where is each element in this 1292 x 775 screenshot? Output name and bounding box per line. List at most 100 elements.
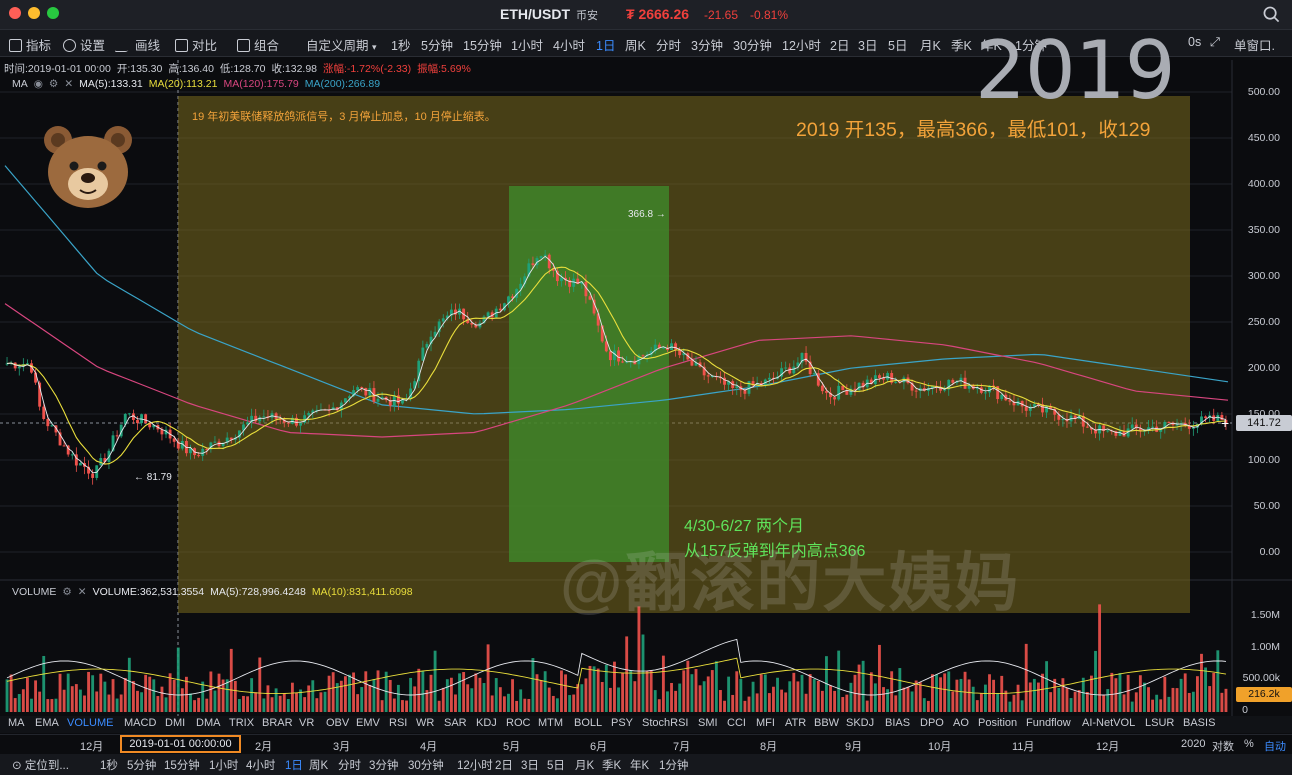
close-icon[interactable]: ✕ <box>77 586 87 598</box>
period-11[interactable]: 2日 <box>830 39 850 53</box>
bottom-period[interactable]: 12小时 <box>457 760 493 772</box>
period-9[interactable]: 30分钟 <box>733 39 772 53</box>
indicator-tab[interactable]: BIAS <box>885 717 911 729</box>
indicator-tab[interactable]: EMA <box>35 717 59 729</box>
indicator-tab[interactable]: TRIX <box>229 717 255 729</box>
period-3[interactable]: 1小时 <box>511 39 543 53</box>
minimize-window-button[interactable] <box>28 7 40 19</box>
indicator-tab[interactable]: MA <box>8 717 25 729</box>
bottom-period[interactable]: 月K <box>575 760 595 772</box>
axis-mode-button[interactable]: 自动 <box>1264 741 1286 753</box>
bottom-period[interactable]: 周K <box>309 760 329 772</box>
period-14[interactable]: 月K <box>920 39 941 53</box>
indicator-tab[interactable]: OBV <box>326 717 350 729</box>
combine-button[interactable]: 组合 <box>237 35 279 54</box>
close-window-button[interactable] <box>9 7 21 19</box>
period-4[interactable]: 4小时 <box>553 39 585 53</box>
indicator-tab[interactable]: PSY <box>611 717 634 729</box>
indicator-tab[interactable]: BRAR <box>262 717 293 729</box>
volume-legend-title[interactable]: VOLUME <box>12 586 57 598</box>
bottom-period[interactable]: 年K <box>630 760 650 772</box>
period-17[interactable]: 1分钟 <box>1015 39 1047 53</box>
bottom-period[interactable]: 1日 <box>285 760 303 772</box>
indicator-tab[interactable]: MTM <box>538 717 564 729</box>
candle-body <box>115 435 119 437</box>
indicator-tab[interactable]: BASIS <box>1183 717 1216 729</box>
indicator-tab[interactable]: KDJ <box>476 717 497 729</box>
indicator-tab[interactable]: CCI <box>727 717 746 729</box>
period-1[interactable]: 5分钟 <box>421 39 453 53</box>
indicator-tab[interactable]: BOLL <box>574 717 603 729</box>
indicator-tab[interactable]: Fundflow <box>1026 717 1071 729</box>
indicator-tab[interactable]: ROC <box>506 717 531 729</box>
period-10[interactable]: 12小时 <box>782 39 821 53</box>
period-12[interactable]: 3日 <box>858 39 878 53</box>
axis-mode-button[interactable]: 对数 <box>1212 741 1234 753</box>
eye-icon[interactable]: ◉ <box>33 78 43 90</box>
bottom-period[interactable]: 2日 <box>495 760 513 772</box>
indicator-tab[interactable]: SKDJ <box>846 717 875 729</box>
draw-button[interactable]: 画线 <box>114 35 160 54</box>
bottom-period[interactable]: 季K <box>602 760 622 772</box>
indicator-tab[interactable]: LSUR <box>1145 717 1175 729</box>
close-icon[interactable]: ✕ <box>64 78 74 90</box>
custom-period-dropdown[interactable]: 自定义周期 ▾ <box>306 35 377 54</box>
period-16[interactable]: 年K <box>981 39 1002 53</box>
candle-body <box>180 441 184 449</box>
volume-bar <box>405 700 408 712</box>
indicator-tab[interactable]: BBW <box>814 717 840 729</box>
bottom-period[interactable]: 4小时 <box>246 760 276 772</box>
period-7[interactable]: 分时 <box>656 39 682 53</box>
bottom-period[interactable]: 3日 <box>521 760 539 772</box>
screenshot-icon[interactable]: ⤢ <box>1210 35 1221 49</box>
indicator-tab[interactable]: VR <box>299 717 315 729</box>
indicator-tab[interactable]: SAR <box>444 717 467 729</box>
indicator-tab[interactable]: SMI <box>698 717 718 729</box>
settings-button[interactable]: 设置 <box>63 35 105 54</box>
compare-button[interactable]: 对比 <box>175 35 217 54</box>
indicator-tab[interactable]: Position <box>978 717 1018 729</box>
axis-mode-button[interactable]: % <box>1244 738 1254 750</box>
indicator-tab[interactable]: MACD <box>124 717 157 729</box>
indicator-tab[interactable]: ATR <box>785 717 807 729</box>
indicator-tab[interactable]: AO <box>953 717 969 729</box>
search-icon[interactable] <box>1263 6 1280 23</box>
bottom-period[interactable]: 1小时 <box>209 760 239 772</box>
bottom-period[interactable]: 1分钟 <box>659 760 689 772</box>
indicator-tab[interactable]: MFI <box>756 717 775 729</box>
gear-icon[interactable]: ⚙ <box>48 78 59 90</box>
bottom-period[interactable]: 5分钟 <box>127 760 157 772</box>
indicator-tab[interactable]: DMA <box>196 717 221 729</box>
indicator-tab[interactable]: RSI <box>389 717 408 729</box>
indicator-tab[interactable]: DMI <box>165 717 186 729</box>
period-13[interactable]: 5日 <box>888 39 908 53</box>
indicator-tab[interactable]: StochRSI <box>642 717 689 729</box>
period-2[interactable]: 15分钟 <box>463 39 502 53</box>
single-window-button[interactable]: 单窗口. <box>1234 39 1275 53</box>
price-chart[interactable]: + <box>0 0 1292 716</box>
indicator-tab[interactable]: AI-NetVOL <box>1082 717 1136 729</box>
bottom-period[interactable]: 30分钟 <box>408 760 444 772</box>
ma-legend-title[interactable]: MA <box>12 78 28 90</box>
volume-bar <box>531 658 535 712</box>
indicator-tab[interactable]: VOLUME <box>67 717 114 729</box>
refresh-interval[interactable]: 0s <box>1188 35 1202 49</box>
candle-body <box>38 382 42 407</box>
period-0[interactable]: 1秒 <box>391 39 411 53</box>
bottom-period[interactable]: 1秒 <box>100 760 118 772</box>
bottom-period[interactable]: 分时 <box>338 760 361 772</box>
gear-icon[interactable]: ⚙ <box>62 586 72 598</box>
indicator-tab[interactable]: WR <box>416 717 435 729</box>
indicator-tab[interactable]: DPO <box>920 717 944 729</box>
period-15[interactable]: 季K <box>951 39 972 53</box>
zoom-window-button[interactable] <box>47 7 59 19</box>
indicators-button[interactable]: 指标 <box>9 35 51 54</box>
locate-button[interactable]: ⊙ 定位到... <box>12 757 69 773</box>
period-8[interactable]: 3分钟 <box>691 39 723 53</box>
period-5[interactable]: 1日 <box>596 39 616 53</box>
period-6[interactable]: 周K <box>625 39 646 53</box>
bottom-period[interactable]: 3分钟 <box>369 760 399 772</box>
indicator-tab[interactable]: EMV <box>356 717 380 729</box>
bottom-period[interactable]: 5日 <box>547 760 565 772</box>
bottom-period[interactable]: 15分钟 <box>164 760 200 772</box>
